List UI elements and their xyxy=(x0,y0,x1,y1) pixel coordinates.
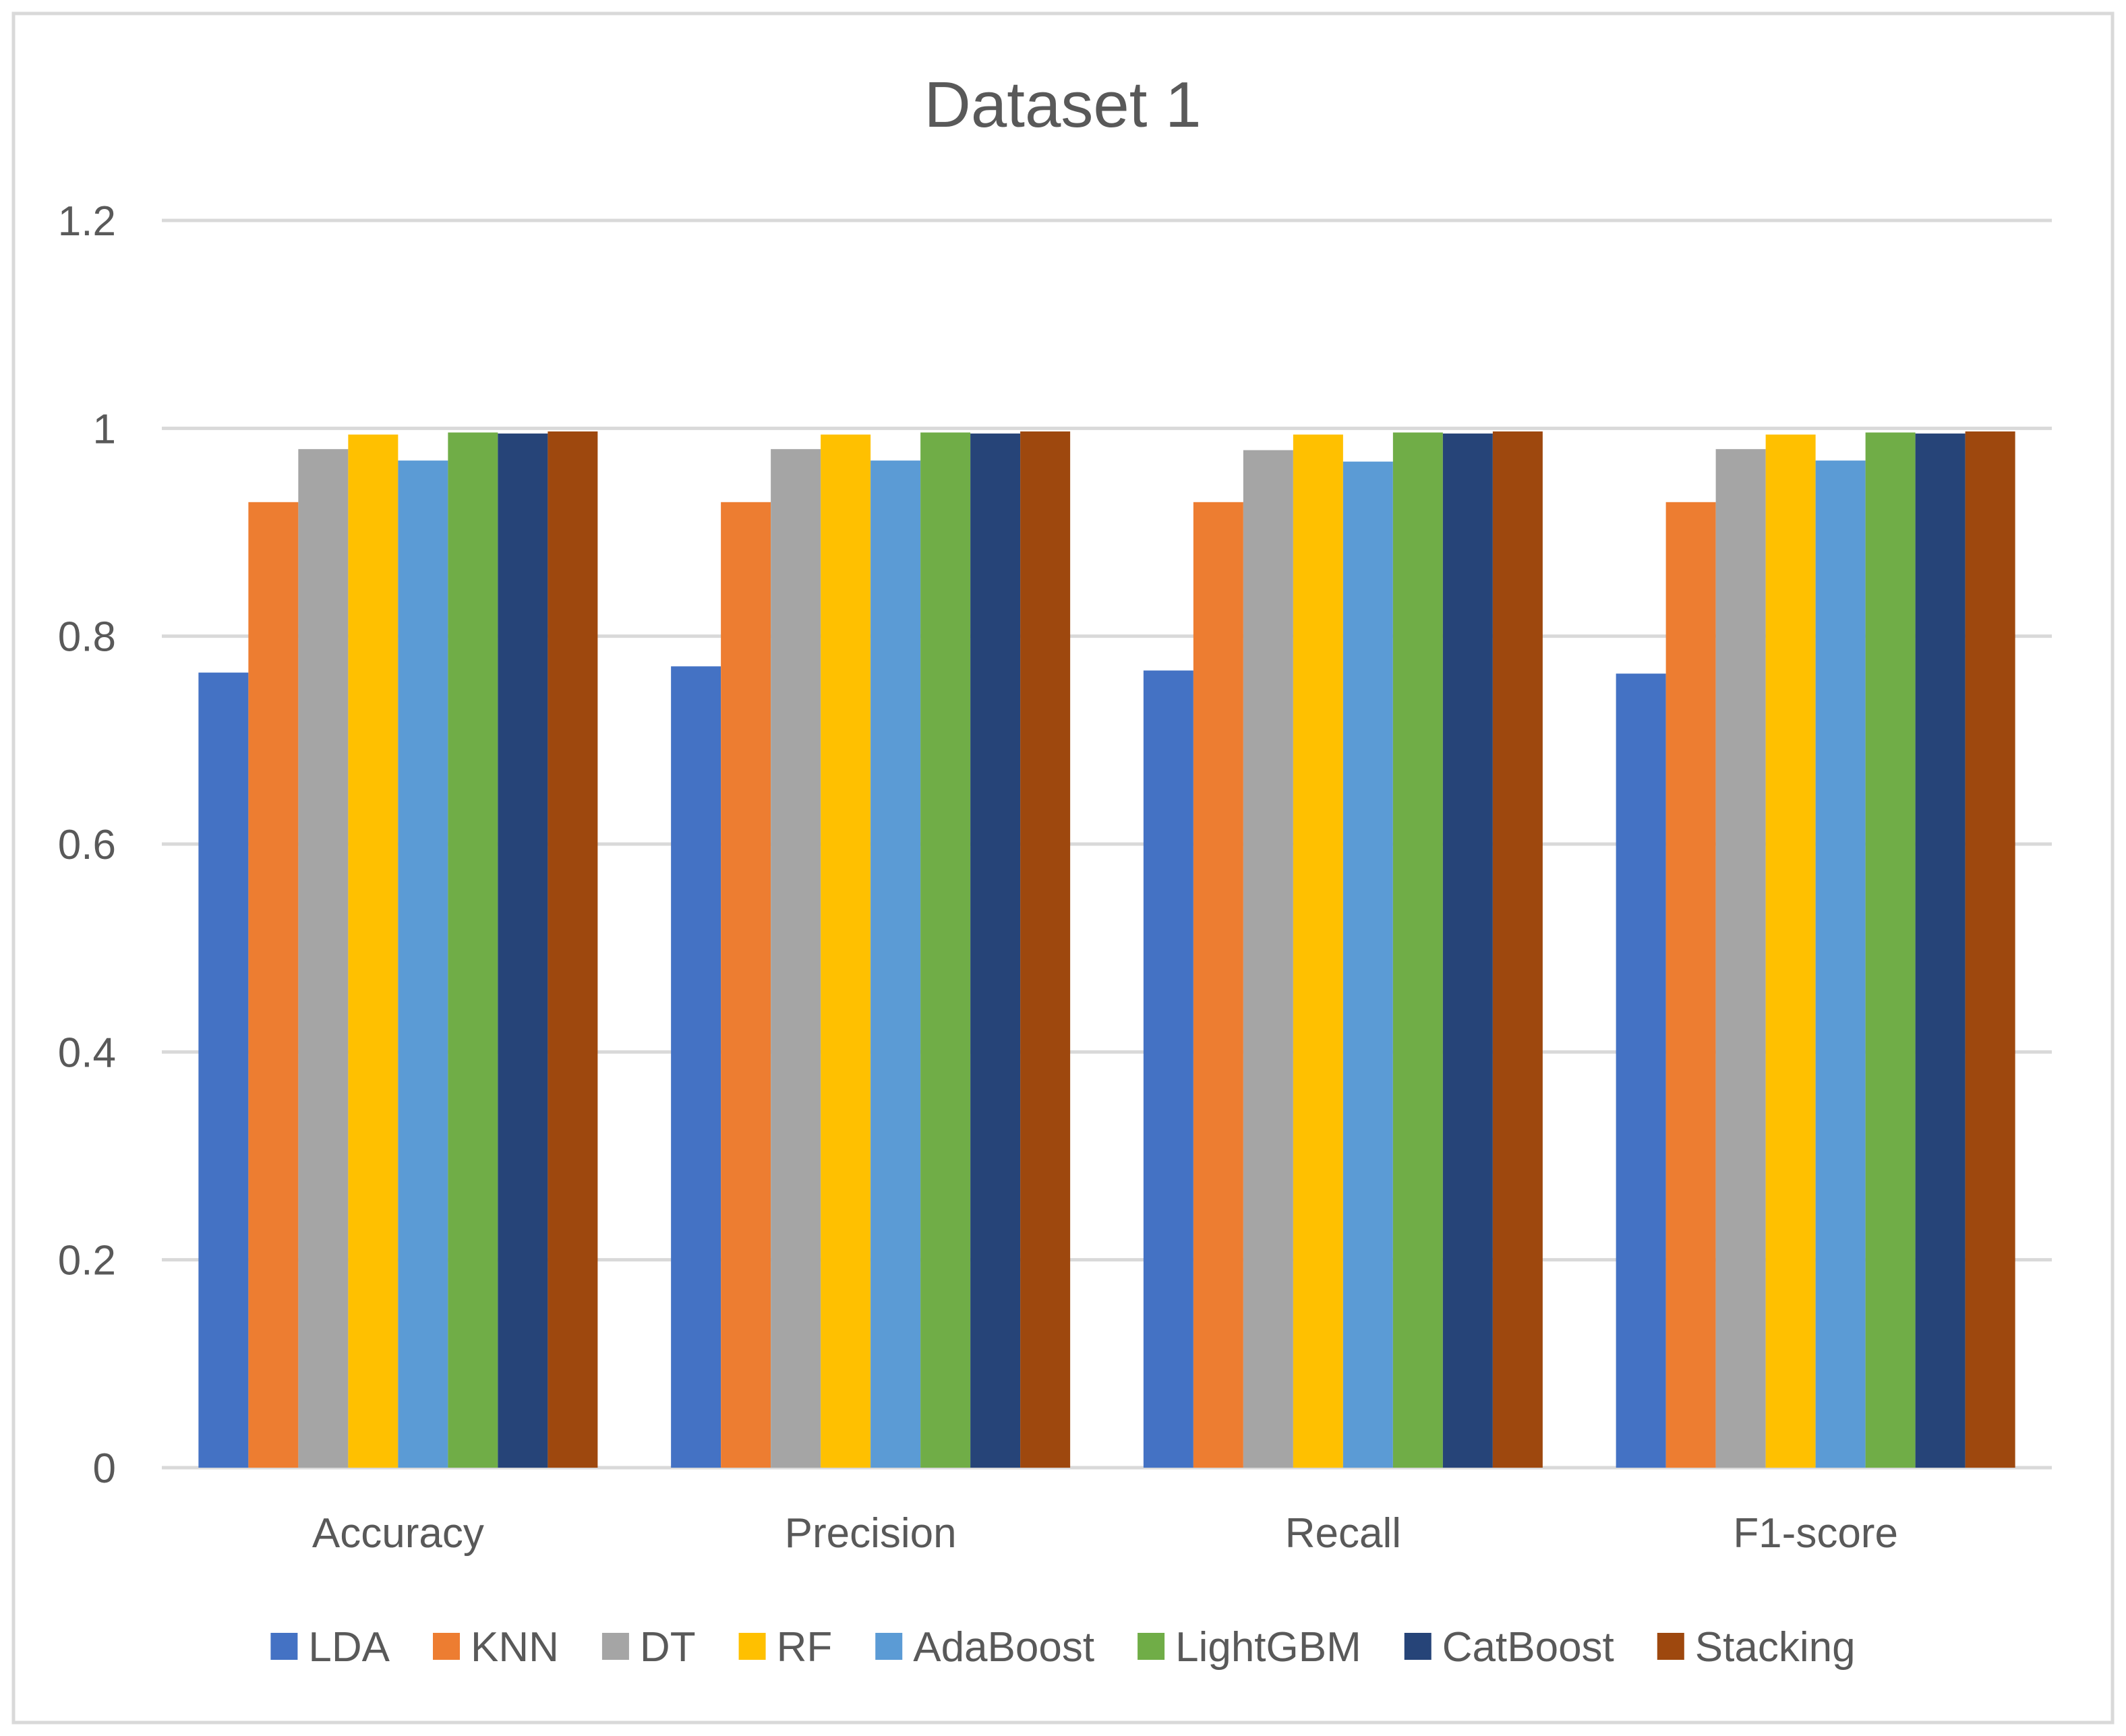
bar-lda-recall xyxy=(1143,670,1193,1468)
legend-label: Stacking xyxy=(1695,1624,1856,1671)
legend-item-dt: DT xyxy=(601,1624,696,1671)
legend-swatch xyxy=(1404,1633,1431,1660)
bar-adaboost-f1-score xyxy=(1815,460,1866,1468)
legend-item-lda: LDA xyxy=(270,1624,390,1671)
chart-title: Dataset 1 xyxy=(924,69,1202,141)
bar-rf-accuracy xyxy=(348,434,398,1468)
bar-catboost-accuracy xyxy=(498,433,548,1468)
bar-rf-recall xyxy=(1293,434,1343,1468)
legend-swatch xyxy=(875,1633,903,1660)
bar-rf-f1-score xyxy=(1765,434,1816,1468)
legend-item-stacking: Stacking xyxy=(1657,1624,1856,1671)
legend-label: RF xyxy=(777,1624,833,1671)
bar-stacking-recall xyxy=(1492,431,1543,1468)
bar-catboost-precision xyxy=(970,433,1021,1468)
bars xyxy=(198,431,2015,1468)
bar-lightgbm-f1-score xyxy=(1865,432,1916,1468)
legend-label: AdaBoost xyxy=(913,1624,1094,1671)
bar-lightgbm-accuracy xyxy=(448,432,498,1468)
legend-item-catboost: CatBoost xyxy=(1404,1624,1614,1671)
legend-item-lightgbm: LightGBM xyxy=(1138,1624,1361,1671)
bar-knn-precision xyxy=(721,502,771,1468)
legend-swatch xyxy=(738,1633,766,1660)
bar-knn-f1-score xyxy=(1665,502,1716,1468)
bar-dt-precision xyxy=(771,449,821,1468)
bar-dt-recall xyxy=(1243,450,1293,1468)
y-tick-label: 1 xyxy=(93,406,116,452)
bar-lda-accuracy xyxy=(198,672,249,1468)
x-tick-label: F1-score xyxy=(1733,1510,1898,1557)
y-tick-label: 0.8 xyxy=(58,614,116,661)
legend-swatch xyxy=(1657,1633,1684,1660)
x-tick-label: Precision xyxy=(785,1510,957,1557)
bar-adaboost-recall xyxy=(1342,461,1393,1468)
y-axis-tick-labels: 0 0.2 0.4 0.6 0.8 1 1.2 xyxy=(58,198,116,1492)
legend: LDA KNN DT RF AdaBoost LightGBM CatBoost Stacki… xyxy=(270,1624,1856,1671)
x-tick-label: Recall xyxy=(1285,1510,1401,1557)
legend-item-knn: KNN xyxy=(433,1624,559,1671)
y-tick-label: 0.6 xyxy=(58,822,116,868)
legend-label: LDA xyxy=(308,1624,390,1671)
bar-catboost-recall xyxy=(1442,433,1493,1468)
legend-swatch xyxy=(433,1633,461,1660)
x-tick-label: Accuracy xyxy=(312,1510,484,1557)
legend-swatch xyxy=(1138,1633,1165,1660)
bar-dt-f1-score xyxy=(1715,449,1766,1468)
y-tick-label: 0.2 xyxy=(58,1238,116,1284)
bar-knn-accuracy xyxy=(248,502,299,1468)
bar-lightgbm-recall xyxy=(1392,432,1443,1468)
bar-catboost-f1-score xyxy=(1915,433,1966,1468)
legend-item-adaboost: AdaBoost xyxy=(875,1624,1094,1671)
bar-stacking-precision xyxy=(1020,431,1071,1468)
legend-label: CatBoost xyxy=(1442,1624,1614,1671)
bar-lda-precision xyxy=(671,666,721,1468)
x-axis-tick-labels: Accuracy Precision Recall F1-score xyxy=(312,1510,1898,1557)
legend-swatch xyxy=(270,1633,298,1660)
legend-label: DT xyxy=(640,1624,696,1671)
bar-rf-precision xyxy=(821,434,871,1468)
bar-adaboost-precision xyxy=(870,460,921,1468)
bar-lightgbm-precision xyxy=(920,432,971,1468)
legend-label: KNN xyxy=(471,1624,559,1671)
bar-knn-recall xyxy=(1193,502,1243,1468)
y-tick-label: 1.2 xyxy=(58,198,116,245)
bar-lda-f1-score xyxy=(1616,674,1666,1468)
bar-stacking-f1-score xyxy=(1965,431,2015,1468)
legend-label: LightGBM xyxy=(1175,1624,1361,1671)
bar-stacking-accuracy xyxy=(548,431,598,1468)
y-tick-label: 0.4 xyxy=(58,1029,116,1076)
legend-item-rf: RF xyxy=(738,1624,833,1671)
legend-swatch xyxy=(601,1633,629,1660)
bar-dt-accuracy xyxy=(298,449,349,1468)
y-tick-label: 0 xyxy=(93,1445,116,1492)
bar-adaboost-accuracy xyxy=(398,460,448,1468)
